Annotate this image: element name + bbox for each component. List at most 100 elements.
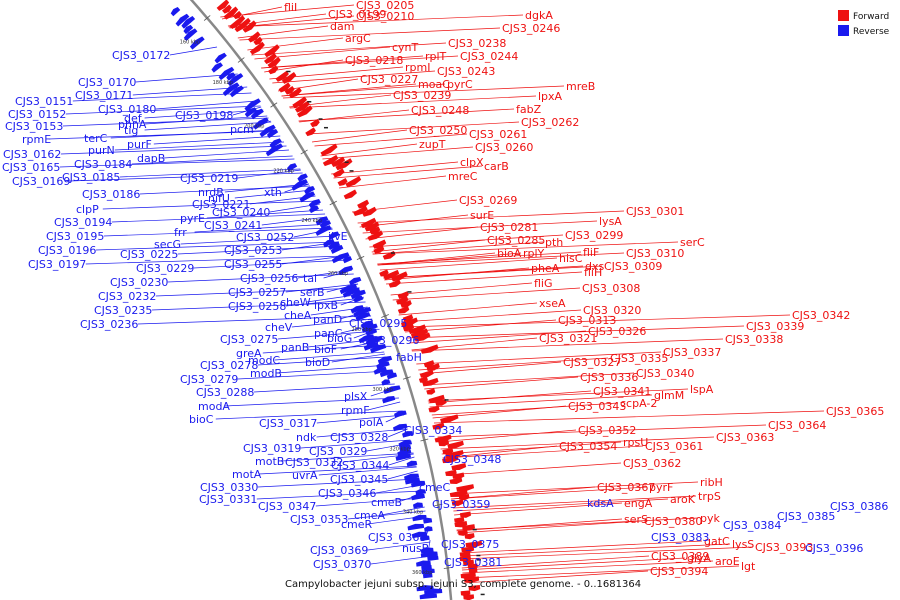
leader-line [457, 520, 643, 534]
forward-feature [462, 524, 476, 531]
reverse-gene-label: CJS3_0275 [220, 333, 278, 346]
forward-gene-label: lysA [599, 215, 622, 228]
leader-line [144, 115, 268, 125]
forward-gene-label: zupT [419, 138, 446, 151]
reverse-gene-label: xth [264, 186, 282, 199]
leader-line [306, 121, 520, 135]
forward-gene-label: fliH [584, 266, 602, 279]
tick-label: 280 kbp [351, 327, 371, 333]
reverse-gene-label: cheW [280, 296, 311, 309]
reverse-feature [349, 276, 362, 286]
forward-feature [216, 0, 230, 11]
forward-gene-label: CJS3_0244 [460, 50, 518, 63]
leader-line [224, 397, 399, 407]
reverse-gene-label: ilvE [328, 230, 348, 243]
leader-line [264, 59, 344, 73]
forward-feature [364, 221, 380, 232]
leader-line [331, 161, 459, 175]
reverse-gene-label: CJS3_0219 [180, 172, 238, 185]
forward-feature [263, 53, 277, 65]
reverse-feature [226, 72, 236, 81]
reverse-gene-label: CJS3_0151 [15, 95, 73, 108]
reverse-gene-label: CJS3_0288 [196, 386, 254, 399]
reverse-feature [410, 480, 426, 488]
leader-line [272, 70, 436, 84]
forward-gene-label: mreB [566, 80, 595, 93]
leader-line [215, 410, 403, 420]
leader-line [418, 357, 609, 371]
leader-line [180, 235, 337, 245]
feature-mark [444, 399, 449, 401]
forward-feature [451, 499, 464, 506]
tick-label: 180 kbp [213, 80, 233, 86]
forward-gene-label: CJS3_0337 [663, 346, 721, 359]
reverse-feature [373, 366, 387, 375]
leader-line [450, 481, 699, 495]
leader-line [419, 361, 562, 375]
reverse-feature [413, 502, 424, 509]
reverse-feature [350, 305, 365, 314]
forward-gene-label: pyk [700, 512, 720, 525]
reverse-feature [399, 444, 412, 452]
reverse-gene-label: CJS3_0331 [199, 493, 257, 506]
leader-line [454, 502, 623, 516]
leader-line [274, 351, 385, 361]
forward-gene-label: CJS3_0243 [437, 65, 495, 78]
forward-gene-label: surE [470, 209, 494, 222]
leader-line [423, 372, 635, 386]
leader-line [401, 309, 582, 323]
reverse-gene-label: CJS3_0353 [290, 513, 348, 526]
reverse-feature [363, 342, 379, 351]
forward-gene-label: aroK [670, 493, 696, 506]
tick-label: 360 kbp [412, 570, 432, 576]
reverse-feature [397, 449, 412, 457]
leader-line [369, 234, 564, 248]
reverse-gene-label: CJS3_0296 [361, 334, 419, 347]
reverse-feature [365, 328, 378, 337]
reverse-gene-label: CJS3_0240 [212, 206, 270, 219]
forward-feature [426, 388, 436, 395]
reverse-gene-label: CJS3_0344 [331, 459, 389, 472]
forward-feature [447, 440, 464, 449]
forward-gene-label: CJS3_0364 [768, 419, 826, 432]
leader-line [453, 498, 669, 512]
reverse-feature [404, 477, 421, 485]
leader-line [460, 543, 731, 557]
forward-gene-label: CJS3_0362 [623, 457, 681, 470]
forward-gene-label: CJS3_0338 [725, 333, 783, 346]
leader-line [438, 429, 577, 443]
leader-line [390, 282, 533, 296]
reverse-gene-label: CJS3_0185 [62, 171, 120, 184]
leader-line [367, 541, 431, 551]
reverse-feature [244, 98, 261, 112]
reverse-gene-label: purF [127, 138, 152, 151]
legend-reverse-swatch [838, 25, 849, 36]
reverse-gene-label: CJS3_0257 [228, 286, 286, 299]
forward-gene-label: moaC [418, 78, 450, 91]
forward-feature [458, 493, 470, 501]
leader-line [429, 394, 653, 408]
leader-line [314, 133, 468, 147]
forward-gene-label: CJS3_0342 [792, 309, 850, 322]
leader-line [285, 297, 364, 307]
forward-gene-label: CJS3_0250 [409, 124, 467, 137]
reverse-feature [412, 514, 427, 522]
feature-mark [480, 593, 485, 596]
reverse-gene-label: CJS3_0180 [98, 103, 156, 116]
leader-line [258, 465, 417, 475]
reverse-feature [338, 265, 354, 276]
reverse-gene-label: CJS3_0384 [723, 519, 781, 532]
leader-line [339, 175, 447, 189]
reverse-gene-label: plsX [344, 390, 368, 403]
forward-feature [435, 398, 447, 406]
leader-line [403, 314, 791, 328]
forward-feature [395, 296, 409, 305]
leader-line [461, 555, 650, 569]
forward-gene-label: CJS3_0363 [716, 431, 774, 444]
forward-gene-label: CJS3_0327 [563, 356, 621, 369]
reverse-gene-label: CJS3_0165 [2, 161, 60, 174]
reverse-gene-label: CJS3_0370 [313, 558, 371, 571]
leader-line [386, 271, 583, 285]
leader-line [281, 83, 446, 97]
forward-gene-label: CJS3_0354 [559, 440, 617, 453]
